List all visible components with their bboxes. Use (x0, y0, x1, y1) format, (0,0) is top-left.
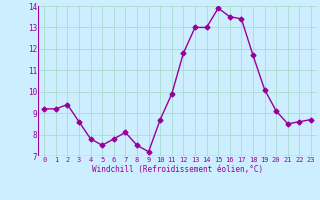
X-axis label: Windchill (Refroidissement éolien,°C): Windchill (Refroidissement éolien,°C) (92, 165, 263, 174)
